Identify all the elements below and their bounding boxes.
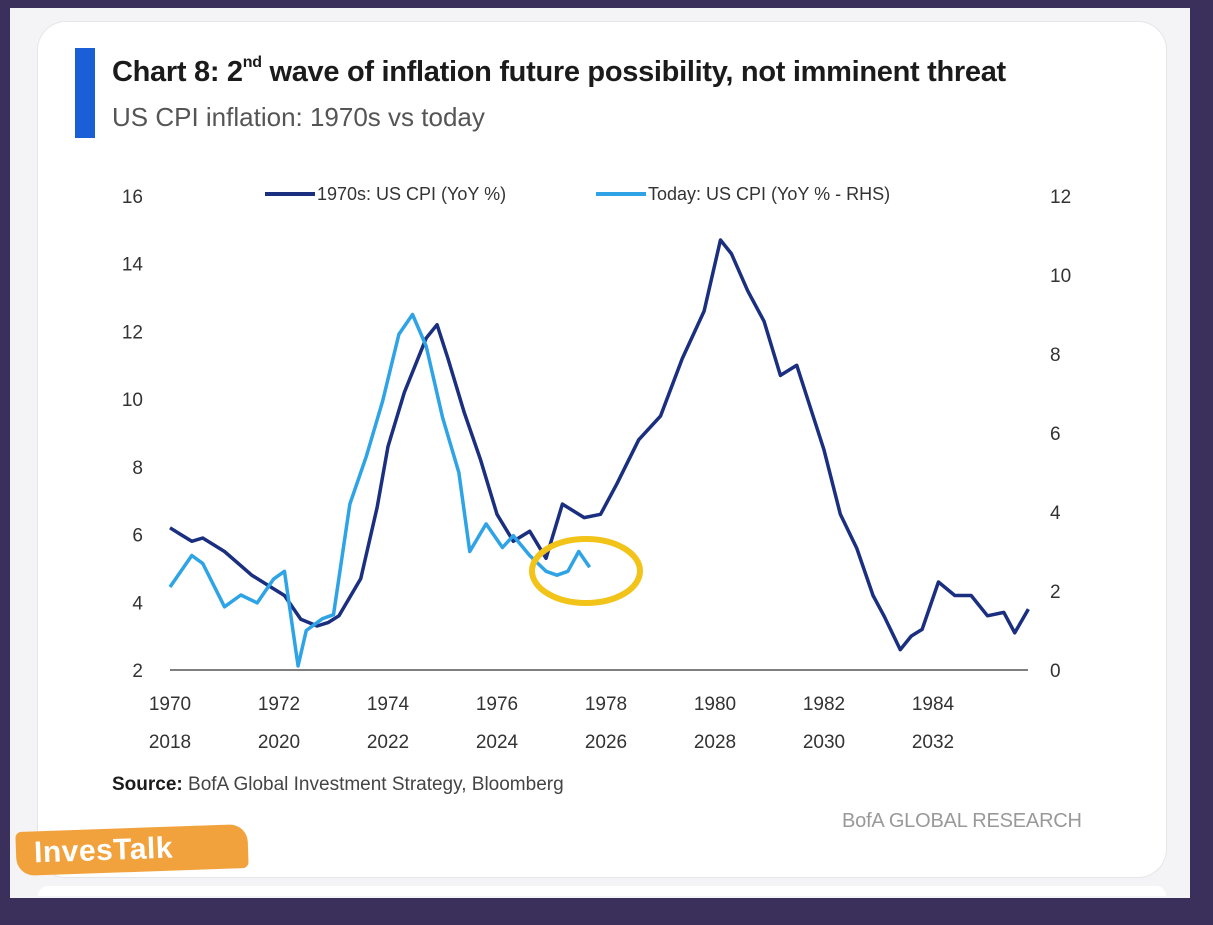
- y-right-tick-label: 0: [1050, 661, 1061, 682]
- x-tick-label-today: 2026: [585, 732, 627, 753]
- y-left-tick-label: 12: [122, 322, 143, 343]
- series-line-1970s: [169, 238, 1030, 652]
- x-tick-label-1970s: 1980: [694, 694, 736, 715]
- y-left-tick-label: 2: [132, 661, 143, 682]
- chart-card: [38, 22, 1166, 877]
- y-left-tick-label: 8: [132, 458, 143, 479]
- legend-label: Today: US CPI (YoY % - RHS): [648, 184, 890, 204]
- x-tick-label-today: 2030: [803, 732, 845, 753]
- next-card-edge: [38, 886, 1166, 896]
- y-left-tick-label: 6: [132, 526, 143, 547]
- chart-title-superscript: nd: [242, 54, 262, 71]
- chart-subtitle: US CPI inflation: 1970s vs today: [112, 102, 485, 132]
- chart-title-suffix: wave of inflation future possibility, no…: [261, 56, 1006, 88]
- x-tick-label-1970s: 1970: [149, 694, 191, 715]
- x-tick-label-1970s: 1984: [912, 694, 955, 715]
- y-left-tick-label: 14: [122, 255, 144, 276]
- chart-title: Chart 8: 2nd wave of inflation future po…: [112, 54, 1006, 89]
- brand-label: BofA GLOBAL RESEARCH: [842, 810, 1082, 832]
- x-tick-label-today: 2022: [367, 732, 409, 753]
- y-left-tick-label: 16: [122, 187, 143, 208]
- y-right-tick-label: 2: [1050, 582, 1061, 603]
- y-left-tick-label: 4: [132, 593, 143, 614]
- source-text: BofA Global Investment Strategy, Bloombe…: [182, 774, 564, 795]
- x-tick-label-today: 2032: [912, 732, 954, 753]
- y-right-tick-label: 12: [1050, 187, 1071, 208]
- x-tick-label-1970s: 1972: [258, 694, 300, 715]
- highlight-circle: [529, 536, 643, 606]
- series-line-today: [168, 312, 592, 668]
- watermark-logo: InvesTalk: [15, 823, 249, 877]
- legend-label: 1970s: US CPI (YoY %): [317, 184, 506, 204]
- y-right-tick-label: 4: [1050, 503, 1061, 524]
- source-note: Source: BofA Global Investment Strategy,…: [112, 774, 564, 796]
- y-right-tick-label: 10: [1050, 266, 1071, 287]
- y-right-tick-label: 8: [1050, 345, 1061, 366]
- x-tick-label-today: 2018: [149, 732, 191, 753]
- title-accent-bar: [75, 48, 95, 138]
- y-right-tick-label: 6: [1050, 424, 1061, 445]
- x-tick-label-today: 2020: [258, 732, 300, 753]
- x-tick-label-1970s: 1976: [476, 694, 518, 715]
- x-tick-label-1970s: 1978: [585, 694, 627, 715]
- x-tick-label-today: 2024: [476, 732, 519, 753]
- x-tick-label-today: 2028: [694, 732, 736, 753]
- y-left-tick-label: 10: [122, 390, 143, 411]
- x-tick-label-1970s: 1974: [367, 694, 410, 715]
- chart-title-prefix: Chart 8: 2: [112, 56, 243, 88]
- x-tick-label-1970s: 1982: [803, 694, 845, 715]
- source-label: Source:: [112, 774, 183, 795]
